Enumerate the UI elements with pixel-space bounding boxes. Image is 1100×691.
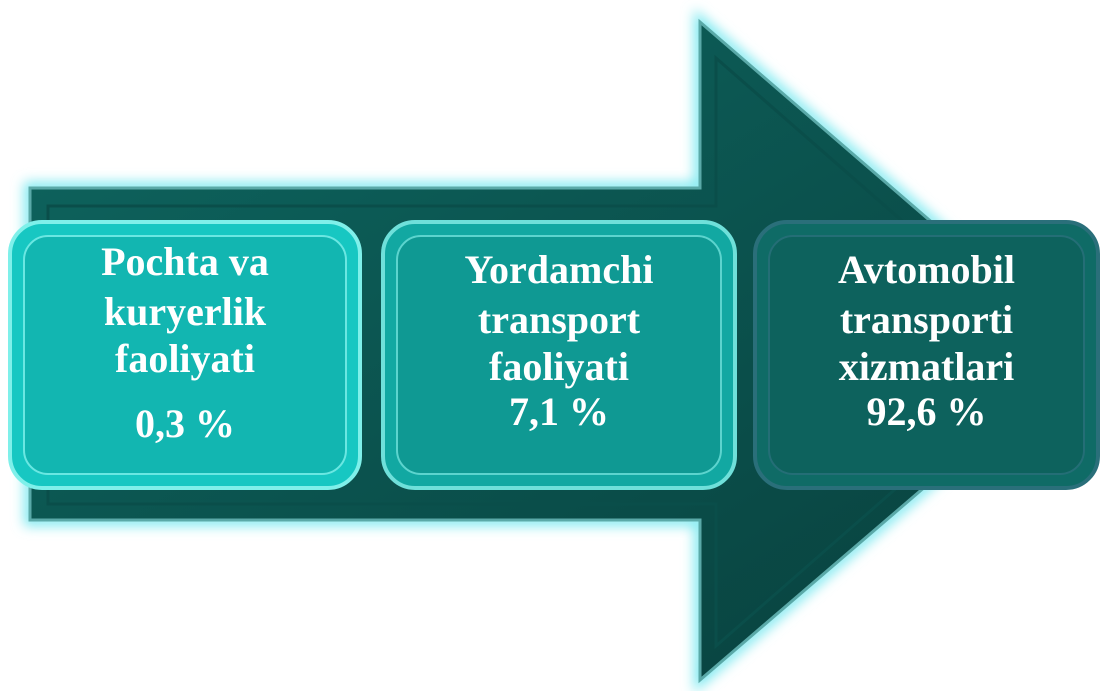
box-value: 0,3 % xyxy=(135,401,235,446)
box-label-line: xizmatlari xyxy=(839,344,1015,389)
box-inner xyxy=(23,235,347,475)
box-label-line: Avtomobil xyxy=(838,247,1015,292)
box-inner xyxy=(396,235,722,475)
box-label-line: Yordamchi xyxy=(465,247,654,292)
box-inner xyxy=(768,235,1085,475)
box-label-line: faoliyati xyxy=(489,344,629,389)
box-label-line: transporti xyxy=(840,297,1013,342)
box-label-line: Pochta va xyxy=(101,239,269,284)
box-label-line: transport xyxy=(478,297,641,342)
box-label-line: kuryerlik xyxy=(104,289,267,334)
box-value: 92,6 % xyxy=(867,389,987,434)
box-label-line: faoliyati xyxy=(115,336,255,381)
box-value: 7,1 % xyxy=(509,389,609,434)
